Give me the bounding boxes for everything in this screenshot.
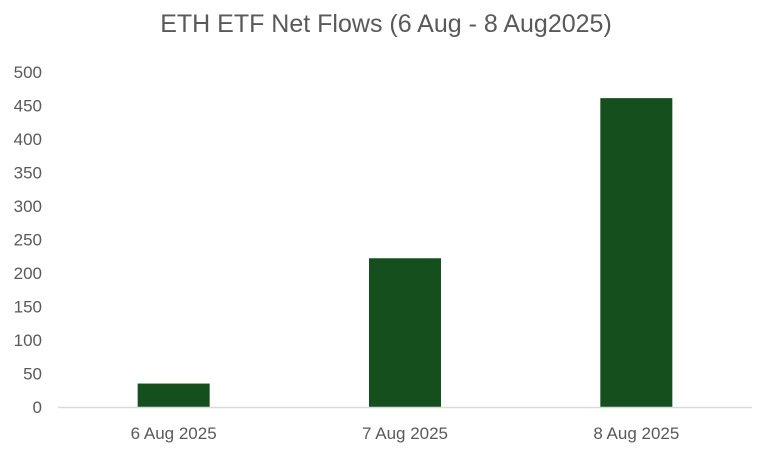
chart-title: ETH ETF Net Flows (6 Aug - 8 Aug2025) <box>160 10 612 38</box>
y-tick-label: 0 <box>33 398 42 417</box>
bar <box>137 383 210 407</box>
x-tick-label: 8 Aug 2025 <box>593 424 679 443</box>
y-tick-label: 250 <box>14 231 42 250</box>
y-tick-label: 200 <box>14 264 42 283</box>
y-tick-label: 150 <box>14 298 42 317</box>
x-tick-label: 7 Aug 2025 <box>362 424 448 443</box>
y-tick-label: 400 <box>14 130 42 149</box>
bar <box>369 258 441 407</box>
y-tick-label: 450 <box>14 97 42 116</box>
y-tick-label: 50 <box>23 365 42 384</box>
y-tick-label: 100 <box>14 331 42 350</box>
y-tick-label: 350 <box>14 164 42 183</box>
bar <box>600 98 673 407</box>
y-tick-label: 300 <box>14 197 42 216</box>
x-tick-label: 6 Aug 2025 <box>131 424 217 443</box>
y-tick-label: 500 <box>14 63 42 82</box>
